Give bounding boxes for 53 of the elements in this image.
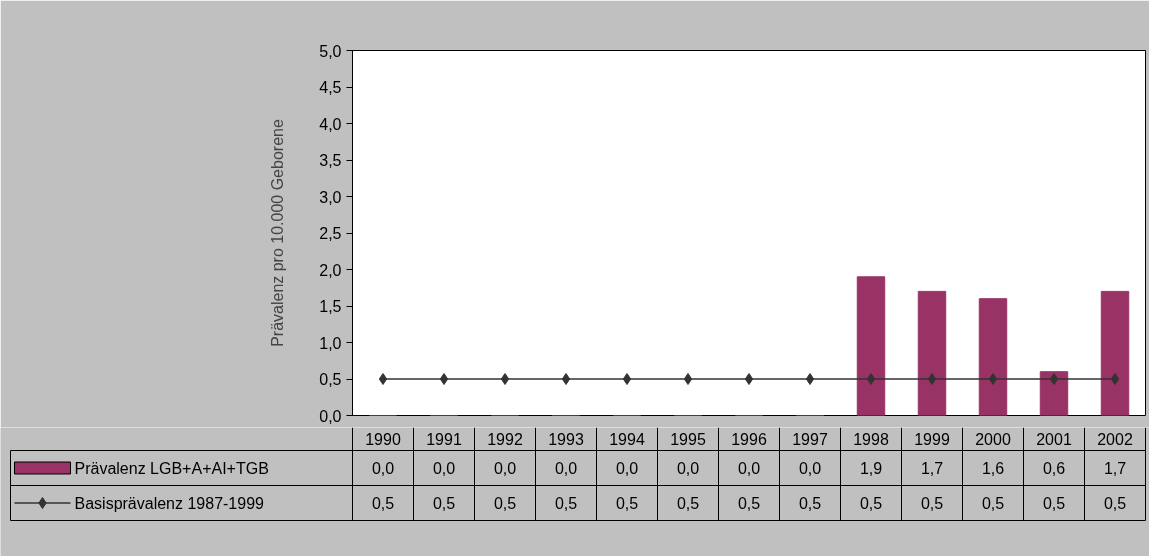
data-label: 0,0	[493, 460, 517, 477]
data-label: 0,5	[798, 495, 822, 512]
data-label: 0,5	[981, 495, 1005, 512]
data-label: 0,5	[493, 495, 517, 512]
data-label: 0,5	[859, 495, 883, 512]
data-label: 0,0	[432, 460, 456, 477]
data-label: 0,0	[371, 460, 395, 477]
legend-label: Basisprävalenz 1987-1999	[74, 494, 265, 512]
data-label: 0,5	[432, 495, 456, 512]
x-tick-label: 1999	[914, 431, 950, 448]
data-label: 1,7	[1103, 460, 1127, 477]
data-label: 1,9	[859, 460, 883, 477]
data-label: 0,5	[920, 495, 944, 512]
y-axis-title: Prävalenz pro 10.000 Geborene	[269, 119, 287, 347]
x-tick-label: 1992	[487, 431, 523, 448]
data-label: 0,0	[798, 460, 822, 477]
data-label: 0,5	[554, 495, 578, 512]
y-tick-label: 4,5	[319, 79, 342, 96]
data-label: 0,5	[1042, 495, 1066, 512]
x-tick-label: 2001	[1036, 431, 1072, 448]
data-label: 0,5	[371, 495, 395, 512]
x-tick-label: 2000	[975, 431, 1011, 448]
x-tick-label: 1997	[792, 431, 828, 448]
data-label: 0,0	[676, 460, 700, 477]
data-label: 1,6	[981, 460, 1005, 477]
x-tick-label: 1993	[548, 431, 584, 448]
data-label: 0,5	[1103, 495, 1127, 512]
y-tick-label: 4,0	[319, 115, 342, 133]
data-label: 0,0	[737, 460, 761, 477]
data-label: 0,6	[1042, 460, 1066, 477]
y-tick-label: 2,0	[319, 261, 342, 279]
x-tick-label: 1996	[731, 431, 767, 448]
y-tick-label: 0,5	[319, 371, 342, 388]
y-tick-label: 3,0	[319, 188, 342, 206]
data-label: 0,5	[615, 495, 639, 512]
data-label: 1,7	[920, 460, 944, 477]
y-tick-label: 1,5	[319, 298, 342, 315]
x-tick-label: 2002	[1097, 431, 1133, 448]
x-tick-label: 1995	[670, 431, 706, 448]
x-tick-label: 1990	[365, 431, 401, 448]
y-tick-label: 1,0	[319, 334, 342, 352]
x-tick-label: 1994	[609, 431, 645, 448]
data-label: 0,0	[615, 460, 639, 477]
data-label: 0,0	[554, 460, 578, 477]
data-label: 0,5	[737, 495, 761, 512]
x-tick-label: 1991	[426, 431, 462, 448]
data-label: 0,5	[676, 495, 700, 512]
legend-label: Prävalenz LGB+A+AI+TGB	[74, 459, 269, 477]
y-tick-label: 2,5	[319, 225, 342, 242]
y-tick-label: 5,0	[319, 42, 342, 60]
y-tick-label: 0,0	[319, 407, 342, 425]
x-tick-label: 1998	[853, 431, 889, 448]
y-tick-label: 3,5	[319, 152, 342, 169]
